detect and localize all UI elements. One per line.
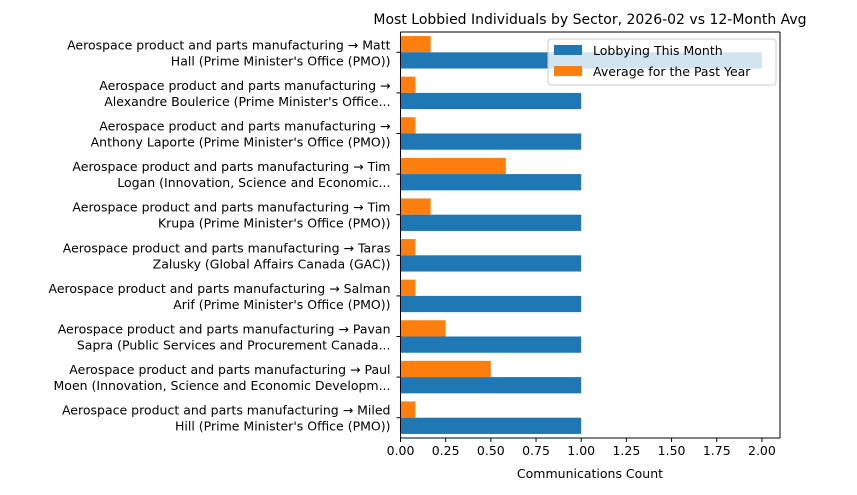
- y-tick-label: Aerospace product and parts manufacturin…: [49, 281, 391, 312]
- bar-average-past-year: [400, 320, 446, 337]
- legend: Lobbying This Month Average for the Past …: [547, 38, 777, 86]
- x-tick-label: 2.00: [748, 443, 776, 458]
- legend-label: Average for the Past Year: [593, 64, 751, 79]
- y-tick-label-line: Aerospace product and parts manufacturin…: [58, 322, 391, 337]
- y-tick-label-line: Aerospace product and parts manufacturin…: [72, 159, 390, 174]
- y-tick-label-line: Aerospace product and parts manufacturin…: [72, 200, 390, 215]
- bar-lobbying-this-month: [400, 417, 582, 434]
- bar-average-past-year: [400, 401, 416, 418]
- bar-average-past-year: [400, 279, 416, 296]
- y-tick-label: Aerospace product and parts manufacturin…: [91, 119, 391, 150]
- bar-average-past-year: [400, 360, 491, 378]
- y-tick-label-line: Aerospace product and parts manufacturin…: [49, 281, 391, 296]
- y-tick-label: Aerospace product and parts manufacturin…: [54, 362, 391, 393]
- bar-lobbying-this-month: [400, 377, 582, 394]
- y-tick-label-line: Zalusky (Global Affairs Canada (GAC)): [153, 256, 391, 271]
- bar-average-past-year: [400, 117, 416, 134]
- bar-lobbying-this-month: [400, 255, 582, 272]
- y-tick-label: Aerospace product and parts manufacturin…: [62, 403, 391, 434]
- y-tick-label-line: Moen (Innovation, Science and Economic D…: [54, 378, 391, 393]
- y-tick-label-line: Logan (Innovation, Science and Economic.…: [117, 175, 390, 190]
- bar-lobbying-this-month: [400, 174, 582, 191]
- y-tick-label-line: Aerospace product and parts manufacturin…: [63, 240, 391, 255]
- y-tick-label-line: Aerospace product and parts manufacturin…: [69, 362, 390, 377]
- y-tick-label-line: Aerospace product and parts manufacturin…: [99, 78, 390, 93]
- y-tick-label-line: Alexandre Boulerice (Prime Minister's Of…: [104, 94, 390, 109]
- y-tick-label-line: Aerospace product and parts manufacturin…: [99, 119, 390, 134]
- y-tick-label: Aerospace product and parts manufacturin…: [72, 159, 390, 190]
- y-tick-label-line: Aerospace product and parts manufacturin…: [62, 403, 391, 418]
- x-tick-label: 0.75: [522, 443, 550, 458]
- x-tick-label: 0.50: [477, 443, 505, 458]
- bar-average-past-year: [400, 36, 431, 53]
- x-tick-label: 1.25: [612, 443, 640, 458]
- x-tick-label: 1.00: [567, 443, 595, 458]
- bar-lobbying-this-month: [400, 295, 582, 313]
- y-tick-label-line: Hall (Prime Minister's Office (PMO)): [171, 53, 391, 68]
- y-tick-label-line: Anthony Laporte (Prime Minister's Office…: [91, 135, 391, 150]
- chart-title: Most Lobbied Individuals by Sector, 2026…: [373, 12, 806, 28]
- y-tick-label-line: Arif (Prime Minister's Office (PMO)): [173, 297, 390, 312]
- bar-lobbying-this-month: [400, 133, 582, 150]
- x-tick-label: 1.50: [658, 443, 686, 458]
- y-tick-label: Aerospace product and parts manufacturin…: [58, 322, 391, 353]
- y-tick-label-line: Sapra (Public Services and Procurement C…: [77, 338, 391, 353]
- y-tick-label-line: Krupa (Prime Minister's Office (PMO)): [158, 216, 391, 231]
- x-tick-label: 0.00: [387, 443, 415, 458]
- legend-box: [547, 38, 777, 86]
- legend-swatch: [554, 66, 582, 76]
- x-tick-label: 1.75: [703, 443, 731, 458]
- bar-average-past-year: [400, 198, 431, 215]
- bar-average-past-year: [400, 157, 506, 175]
- y-tick-label-line: Hill (Prime Minister's Office (PMO)): [175, 419, 391, 434]
- y-tick-label-line: Aerospace product and parts manufacturin…: [67, 37, 391, 52]
- x-axis-label: Communications Count: [517, 466, 663, 481]
- bar-average-past-year: [400, 239, 416, 256]
- legend-swatch: [554, 45, 582, 55]
- bar-average-past-year: [400, 76, 416, 93]
- y-tick-label: Aerospace product and parts manufacturin…: [63, 240, 391, 271]
- bar-lobbying-this-month: [400, 336, 582, 353]
- y-tick-label: Aerospace product and parts manufacturin…: [67, 37, 391, 68]
- y-tick-label: Aerospace product and parts manufacturin…: [72, 200, 390, 231]
- bar-lobbying-this-month: [400, 92, 582, 110]
- x-tick-label: 0.25: [432, 443, 460, 458]
- y-tick-label: Aerospace product and parts manufacturin…: [99, 78, 390, 109]
- legend-label: Lobbying This Month: [593, 43, 723, 58]
- bar-lobbying-this-month: [400, 214, 582, 231]
